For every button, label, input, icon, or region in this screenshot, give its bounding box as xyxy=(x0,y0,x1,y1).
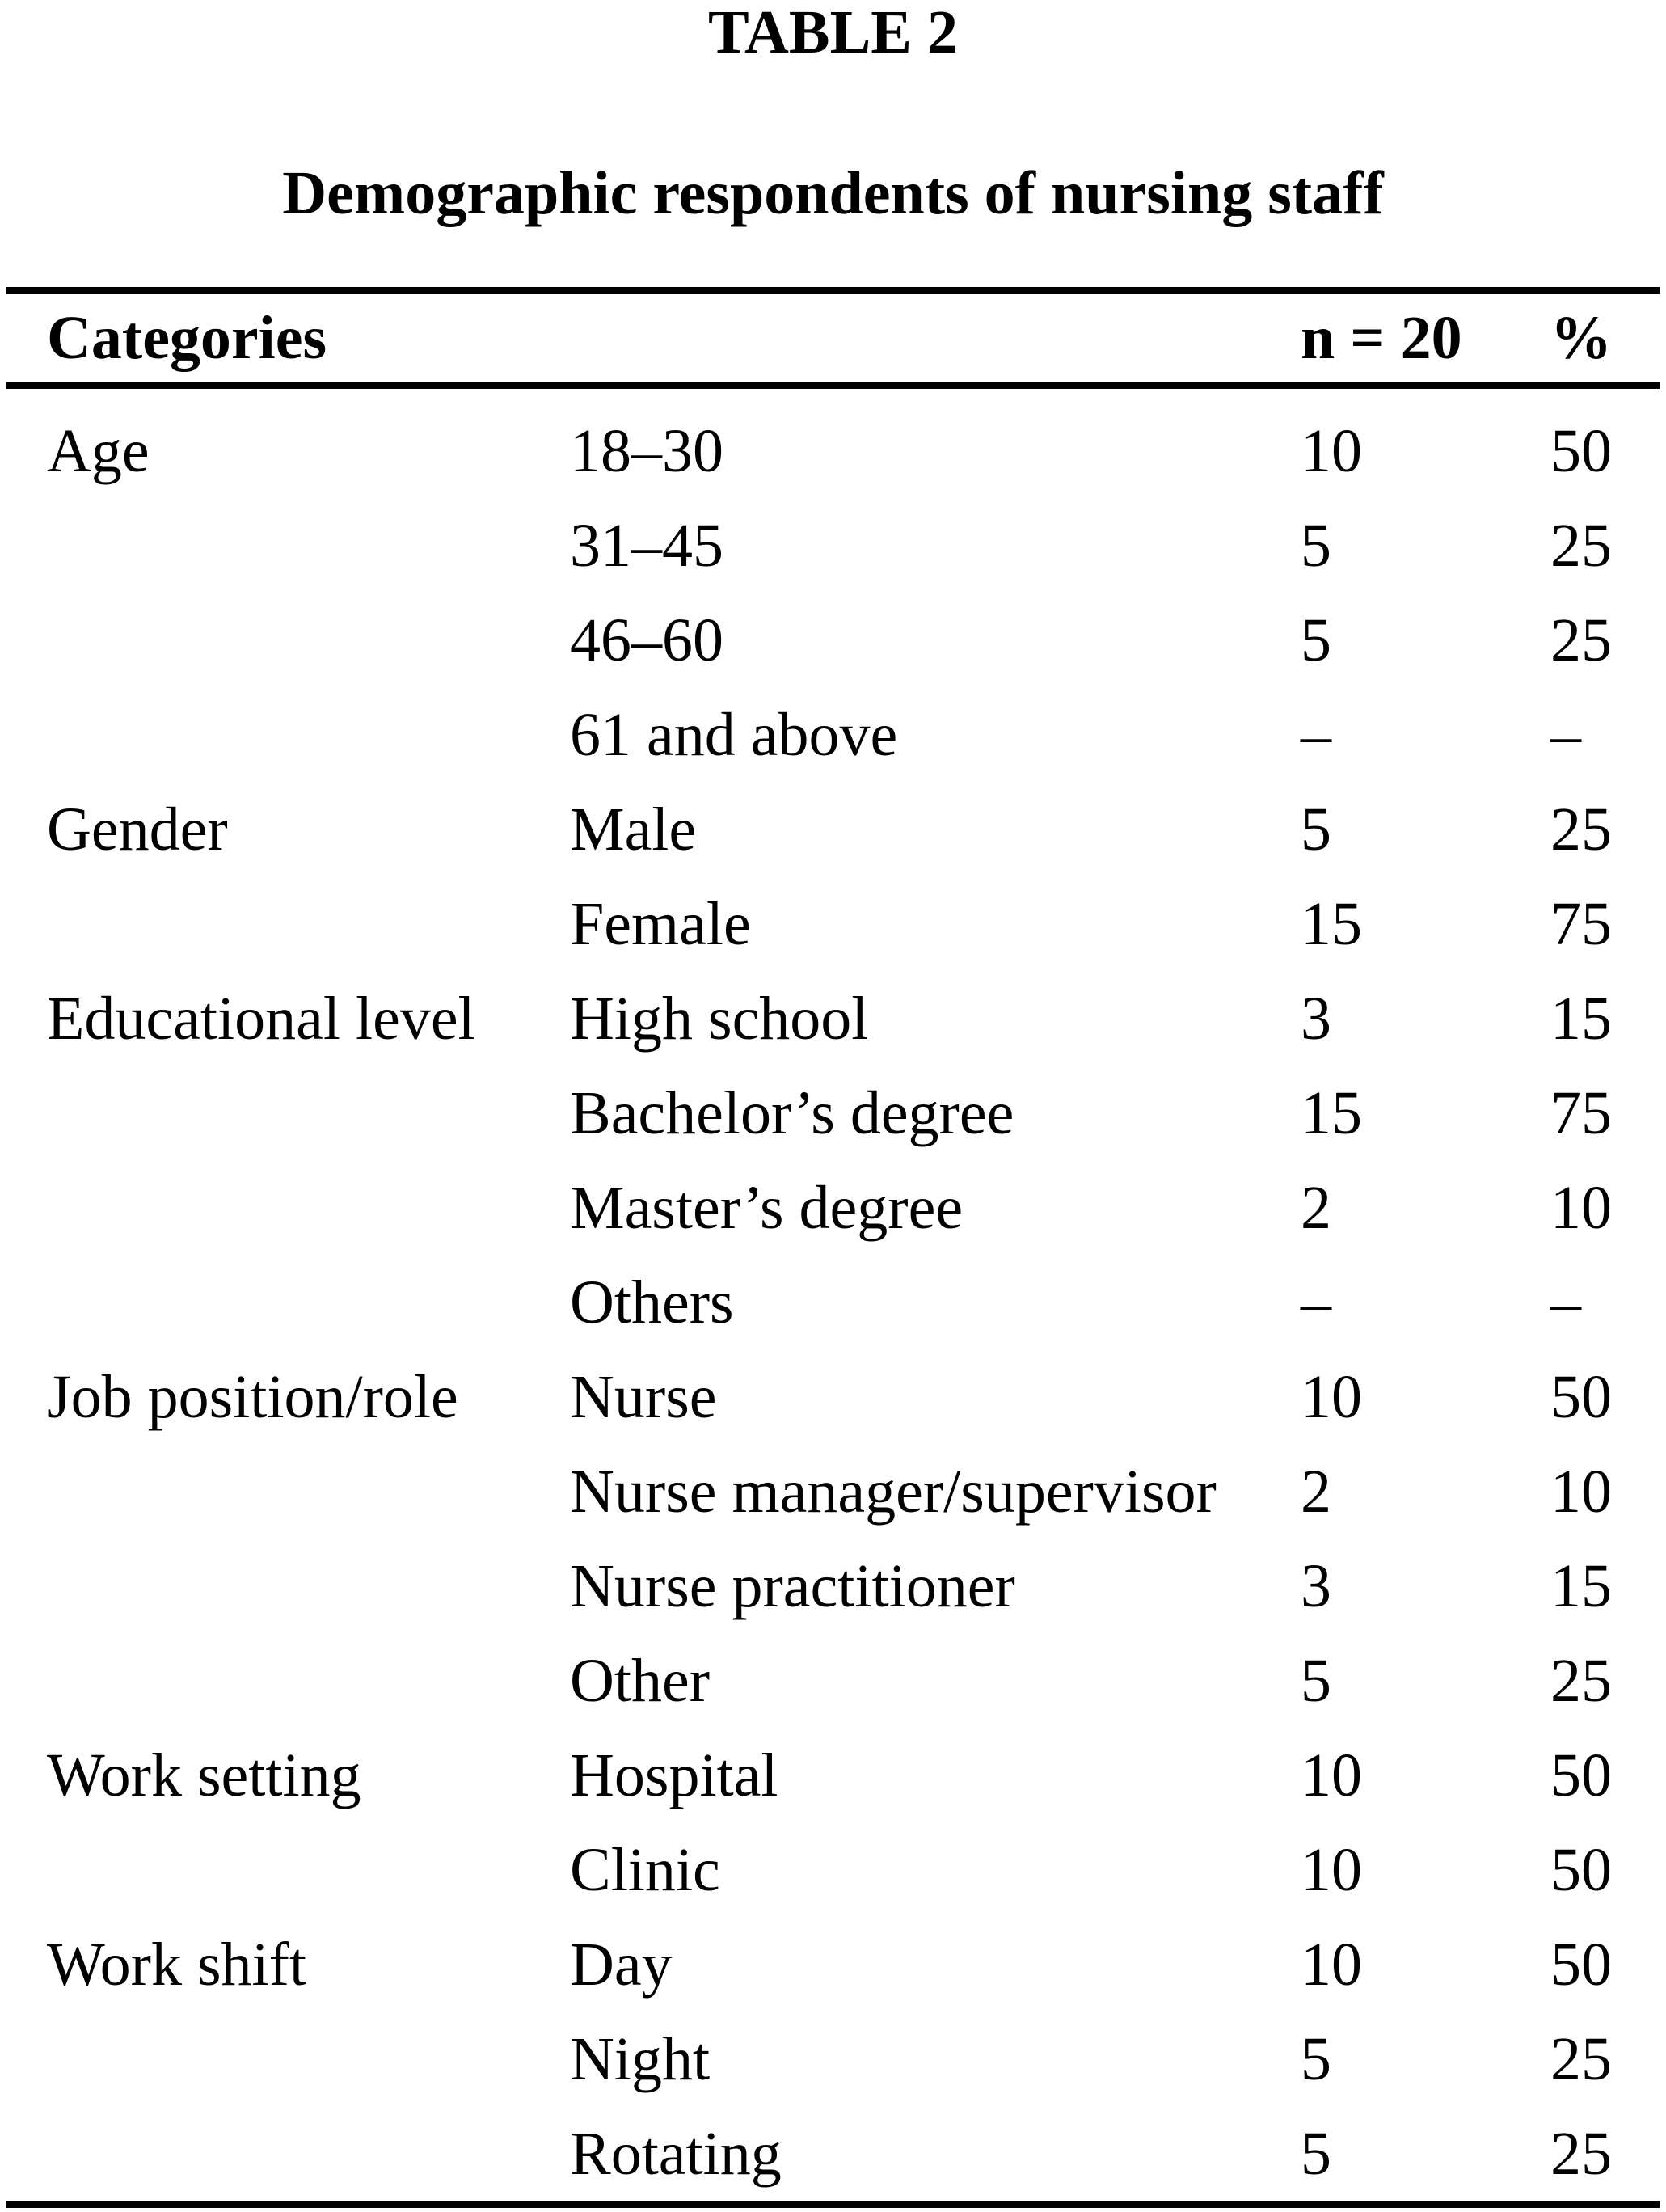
item-cell: Others xyxy=(570,1268,734,1336)
table-row: Nurse manager/supervisor 2 10 xyxy=(0,1444,1666,1539)
item-cell: Master’s degree xyxy=(570,1173,964,1242)
item-cell: High school xyxy=(570,984,869,1053)
category-cell: Age xyxy=(47,416,150,485)
item-cell: 46–60 xyxy=(570,606,723,674)
column-header-percent: % xyxy=(1550,304,1612,372)
n-cell: 2 xyxy=(1301,1173,1331,1242)
category-cell: Work setting xyxy=(47,1741,361,1809)
category-cell: Gender xyxy=(47,795,228,863)
n-cell: 10 xyxy=(1301,1835,1362,1904)
table-number-heading: TABLE 2 xyxy=(707,0,958,66)
table-row: Educational level High school 3 15 xyxy=(0,971,1666,1066)
item-cell: Nurse practitioner xyxy=(570,1551,1015,1620)
table-row: Master’s degree 2 10 xyxy=(0,1160,1666,1255)
table-row: 31–45 5 25 xyxy=(0,498,1666,593)
item-cell: Female xyxy=(570,889,751,958)
table-row: Work setting Hospital 10 50 xyxy=(0,1728,1666,1822)
item-cell: Day xyxy=(570,1930,673,1999)
item-cell: 31–45 xyxy=(570,511,723,580)
item-cell: Night xyxy=(570,2024,711,2093)
table-row: Age 18–30 10 50 xyxy=(0,403,1666,498)
percent-cell: 25 xyxy=(1550,511,1612,580)
table-row: Others – – xyxy=(0,1255,1666,1349)
table-row: Night 5 25 xyxy=(0,2011,1666,2106)
n-cell: 10 xyxy=(1301,1930,1362,1999)
table-header-row: Categories n = 20 % xyxy=(0,294,1666,382)
percent-cell: 50 xyxy=(1550,1362,1612,1431)
percent-cell: 25 xyxy=(1550,2119,1612,2188)
item-cell: Male xyxy=(570,795,697,863)
percent-cell: 15 xyxy=(1550,984,1612,1053)
table-row: Female 15 75 xyxy=(0,876,1666,971)
n-cell: 5 xyxy=(1301,795,1331,863)
percent-cell: – xyxy=(1550,1268,1581,1336)
item-cell: Bachelor’s degree xyxy=(570,1079,1014,1147)
percent-cell: 50 xyxy=(1550,1930,1612,1999)
table-row: Rotating 5 25 xyxy=(0,2106,1666,2201)
table-body: Age 18–30 10 50 31–45 5 25 46–60 5 25 61… xyxy=(0,389,1666,2201)
table-row: Clinic 10 50 xyxy=(0,1822,1666,1917)
item-cell: Hospital xyxy=(570,1741,778,1809)
table-header-rule xyxy=(6,382,1660,389)
n-cell: 15 xyxy=(1301,889,1362,958)
item-cell: 18–30 xyxy=(570,416,723,485)
table-row: Bachelor’s degree 15 75 xyxy=(0,1066,1666,1160)
n-cell: – xyxy=(1301,1268,1331,1336)
table-row: Gender Male 5 25 xyxy=(0,782,1666,876)
table-row: Other 5 25 xyxy=(0,1633,1666,1728)
table-bottom-rule xyxy=(6,2201,1660,2208)
item-cell: Clinic xyxy=(570,1835,720,1904)
n-cell: 2 xyxy=(1301,1457,1331,1526)
category-cell: Educational level xyxy=(47,984,475,1053)
percent-cell: 50 xyxy=(1550,1741,1612,1809)
category-cell: Work shift xyxy=(47,1930,307,1999)
percent-cell: 25 xyxy=(1550,606,1612,674)
table-row: 61 and above – – xyxy=(0,687,1666,782)
percent-cell: – xyxy=(1550,700,1581,769)
item-cell: 61 and above xyxy=(570,700,898,769)
n-cell: 3 xyxy=(1301,984,1331,1053)
n-cell: 5 xyxy=(1301,2119,1331,2188)
percent-cell: 25 xyxy=(1550,1646,1612,1715)
table-row: Job position/role Nurse 10 50 xyxy=(0,1349,1666,1444)
percent-cell: 50 xyxy=(1550,416,1612,485)
table-caption: Demographic respondents of nursing staff xyxy=(282,159,1384,227)
percent-cell: 50 xyxy=(1550,1835,1612,1904)
percent-cell: 25 xyxy=(1550,795,1612,863)
column-header-n: n = 20 xyxy=(1301,304,1462,372)
n-cell: 3 xyxy=(1301,1551,1331,1620)
percent-cell: 15 xyxy=(1550,1551,1612,1620)
item-cell: Nurse manager/supervisor xyxy=(570,1457,1217,1526)
table-row: Work shift Day 10 50 xyxy=(0,1917,1666,2011)
n-cell: 10 xyxy=(1301,1741,1362,1809)
column-header-categories: Categories xyxy=(47,304,327,372)
n-cell: 5 xyxy=(1301,2024,1331,2093)
n-cell: 10 xyxy=(1301,1362,1362,1431)
n-cell: 5 xyxy=(1301,606,1331,674)
category-cell: Job position/role xyxy=(47,1362,458,1431)
item-cell: Nurse xyxy=(570,1362,717,1431)
n-cell: 15 xyxy=(1301,1079,1362,1147)
table-row: Nurse practitioner 3 15 xyxy=(0,1539,1666,1633)
table-row: 46–60 5 25 xyxy=(0,593,1666,687)
percent-cell: 25 xyxy=(1550,2024,1612,2093)
table-top-rule xyxy=(6,287,1660,294)
percent-cell: 10 xyxy=(1550,1457,1612,1526)
n-cell: – xyxy=(1301,700,1331,769)
item-cell: Rotating xyxy=(570,2119,782,2188)
n-cell: 10 xyxy=(1301,416,1362,485)
percent-cell: 10 xyxy=(1550,1173,1612,1242)
percent-cell: 75 xyxy=(1550,1079,1612,1147)
n-cell: 5 xyxy=(1301,511,1331,580)
percent-cell: 75 xyxy=(1550,889,1612,958)
item-cell: Other xyxy=(570,1646,711,1715)
n-cell: 5 xyxy=(1301,1646,1331,1715)
